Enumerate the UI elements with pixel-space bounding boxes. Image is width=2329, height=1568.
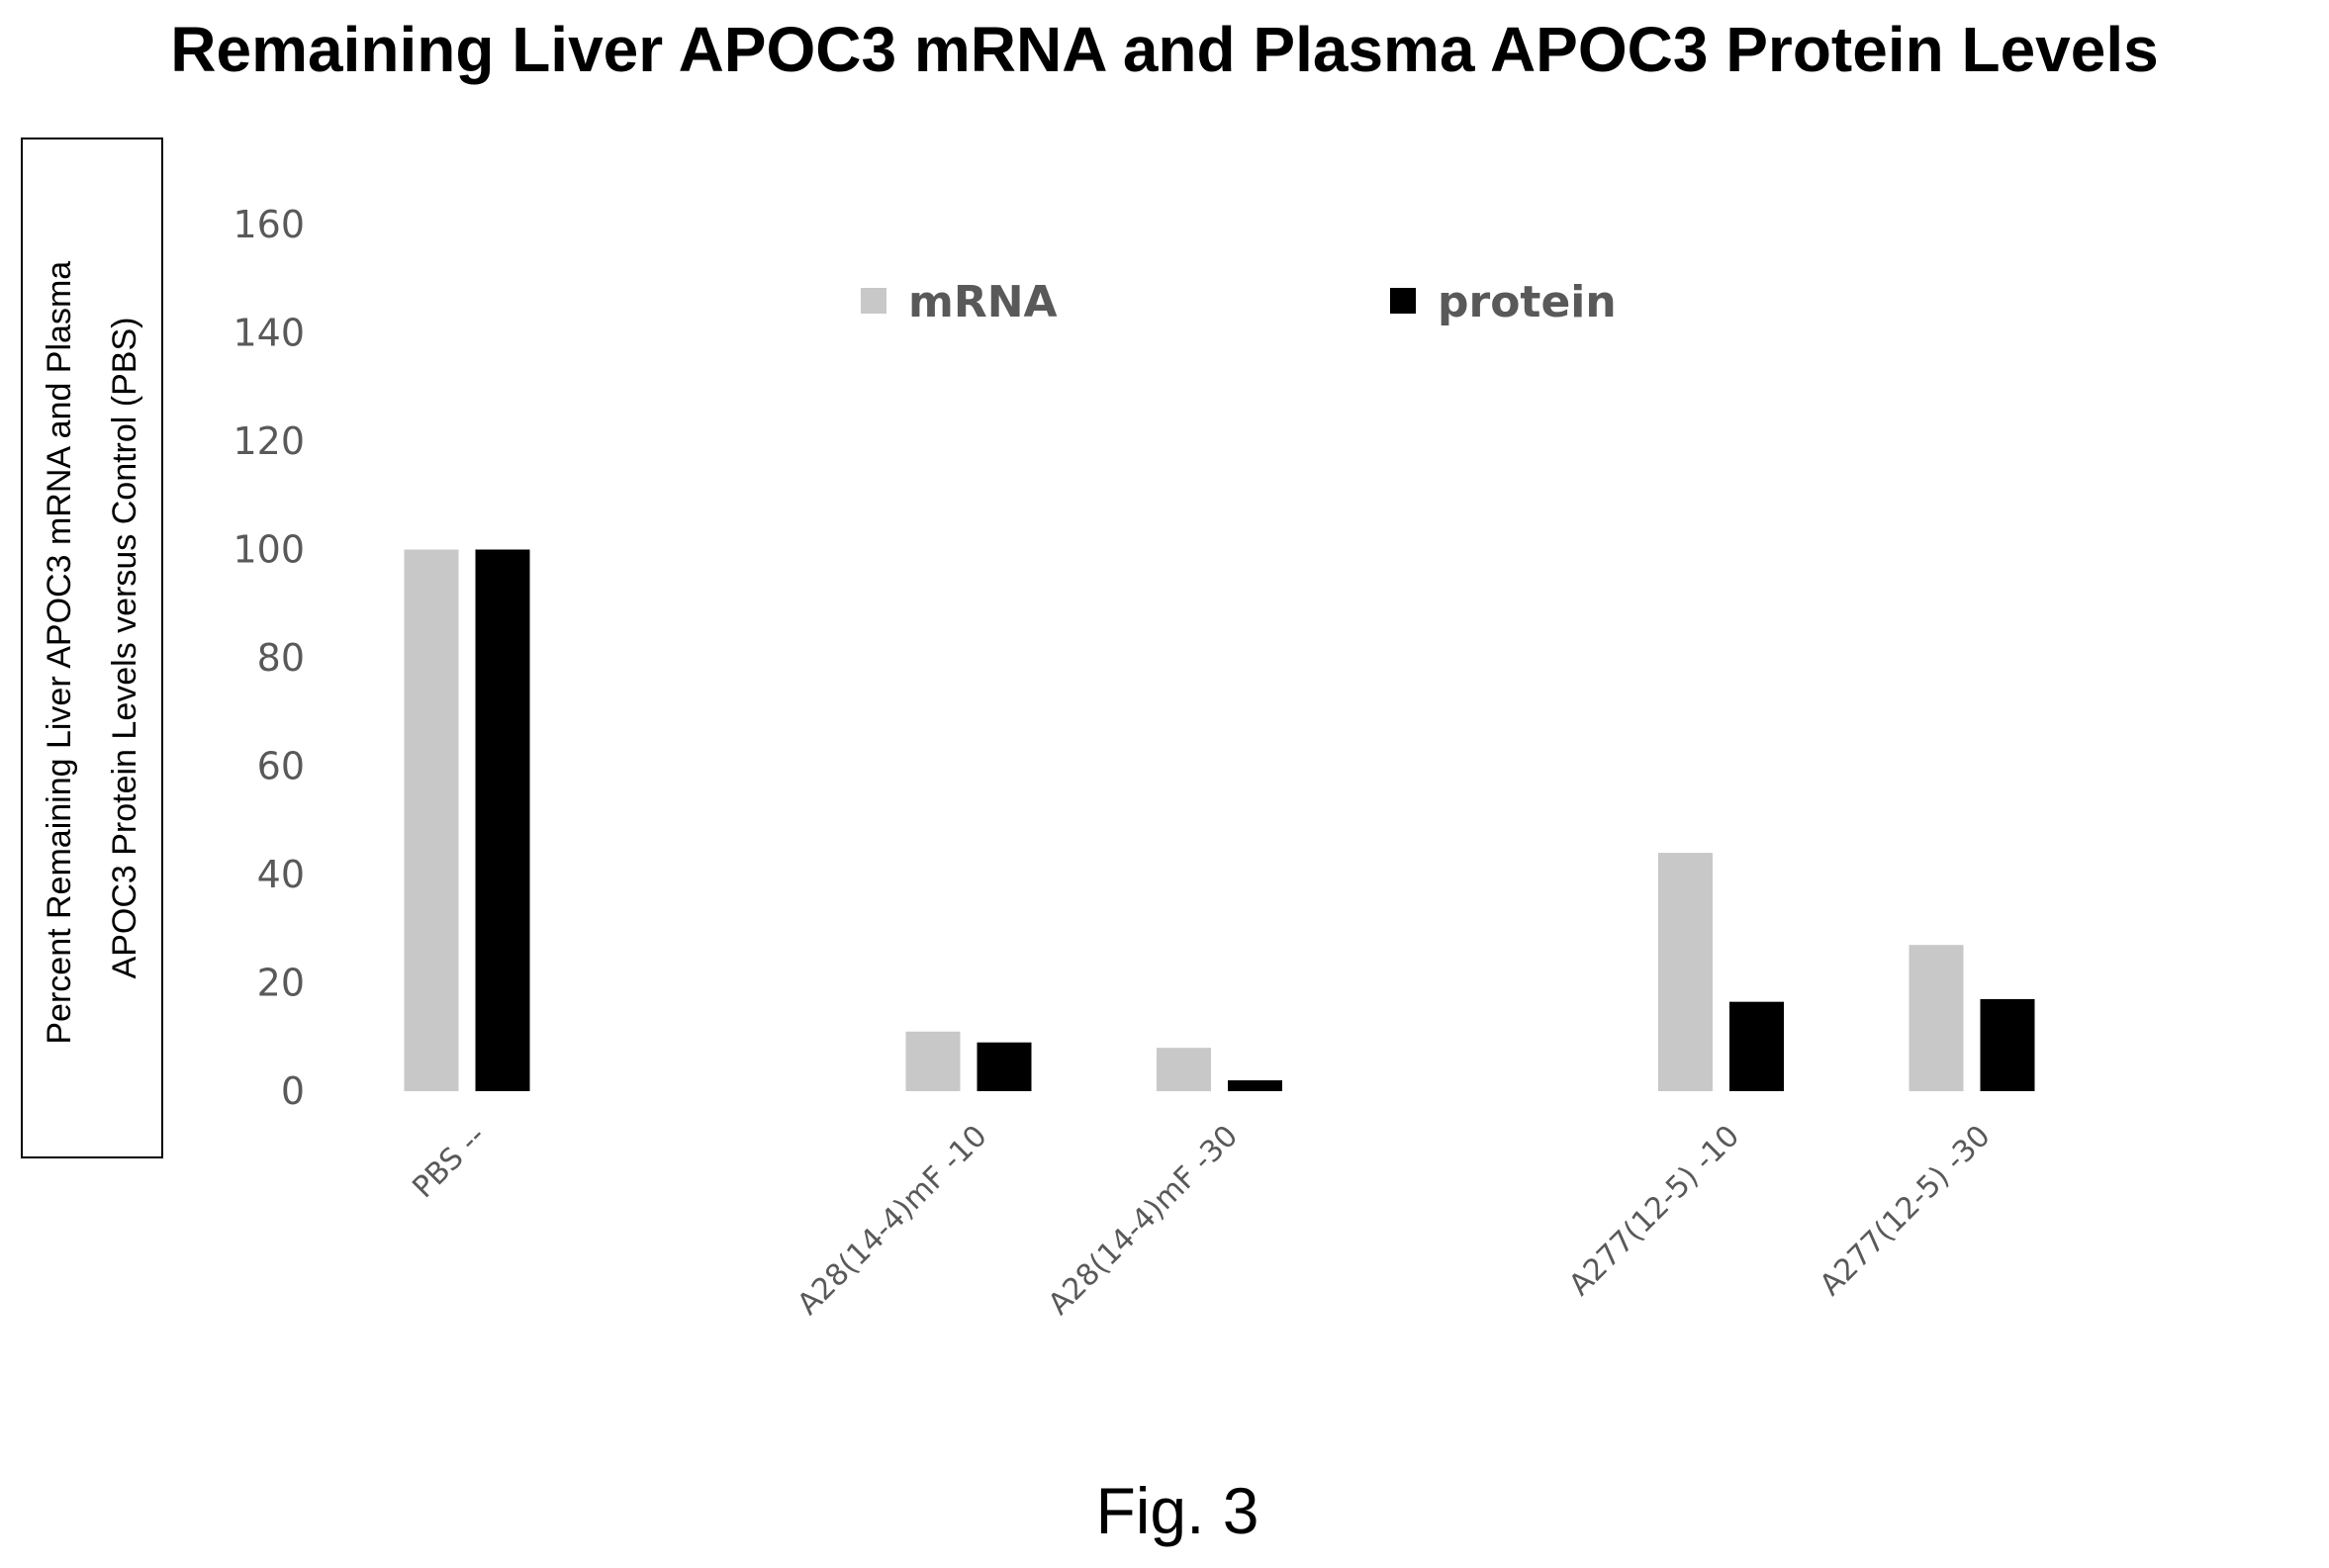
y-tick-label: 100 — [233, 528, 305, 572]
legend: mRNA protein — [861, 277, 1617, 327]
legend-swatch-mrna — [861, 288, 886, 314]
x-tick-label-pbs: PBS -- — [406, 1119, 492, 1205]
y-tick-label: 40 — [257, 853, 305, 896]
y-tick-label: 0 — [281, 1069, 305, 1113]
x-tick-label-a28-14-4-mf-30: A28(14-4)mF -30 — [1042, 1119, 1245, 1322]
x-axis-tick-labels: PBS -- A28(14-4)mF -10 A28(14-4)mF -30 A277… — [406, 1119, 1997, 1322]
bars — [404, 549, 2035, 1091]
y-tick-label: 80 — [257, 636, 305, 680]
bar-protein-a277-12-5-30 — [1980, 998, 2035, 1091]
y-tick-label: 20 — [257, 962, 305, 1005]
bar-protein-pbs — [475, 549, 530, 1091]
legend-label-protein: protein — [1438, 277, 1617, 327]
bar-mrna-a28-14-4-mf-30 — [1157, 1048, 1211, 1091]
bar-protein-a277-12-5-10 — [1729, 1001, 1784, 1091]
bar-protein-a28-14-4-mf-30 — [1228, 1080, 1282, 1091]
bar-mrna-a28-14-4-mf-10 — [905, 1031, 961, 1091]
bar-mrna-a277-12-5-10 — [1658, 853, 1713, 1091]
legend-swatch-protein — [1390, 288, 1416, 314]
y-axis-label-box — [21, 138, 163, 1158]
legend-label-mrna: mRNA — [908, 277, 1058, 327]
y-axis-ticks: 0 20 40 60 80 100 120 140 160 — [233, 203, 305, 1113]
y-tick-label: 160 — [233, 203, 305, 246]
bar-protein-a28-14-4-mf-10 — [977, 1042, 1032, 1091]
x-tick-label-a277-12-5-10: A277(12-5) -10 — [1562, 1119, 1746, 1303]
y-axis-label-line-1: Percent Remaining Liver APOC3 mRNA and P… — [41, 261, 78, 1045]
y-tick-label: 140 — [233, 312, 305, 355]
x-tick-label-a277-12-5-30: A277(12-5) -30 — [1814, 1119, 1998, 1303]
chart-title: Remaining Liver APOC3 mRNA and Plasma AP… — [170, 14, 2158, 85]
bar-mrna-a277-12-5-30 — [1909, 945, 1964, 1091]
bar-mrna-pbs — [404, 549, 459, 1091]
y-axis-label: Percent Remaining Liver APOC3 mRNA and P… — [41, 251, 143, 1044]
x-tick-label-a28-14-4-mf-10: A28(14-4)mF -10 — [791, 1119, 993, 1322]
y-axis-label-line-2: APOC3 Protein Levels versus Control (PBS… — [106, 318, 143, 979]
figure-caption: Fig. 3 — [1095, 1474, 1258, 1547]
y-tick-label: 120 — [233, 419, 305, 463]
y-tick-label: 60 — [257, 745, 305, 788]
